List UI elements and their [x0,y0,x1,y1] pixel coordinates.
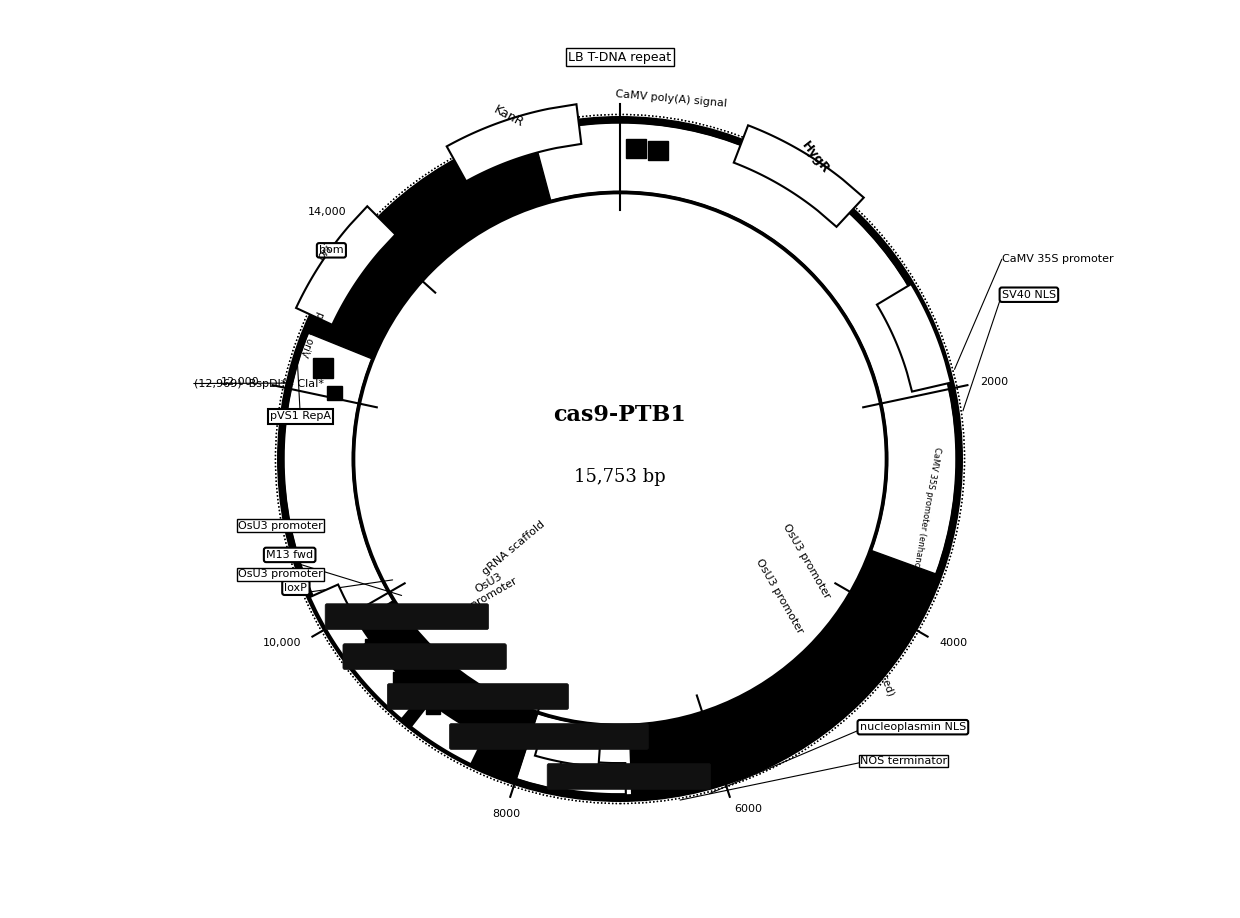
Text: OsU3 promoter: OsU3 promoter [238,569,322,579]
Polygon shape [410,702,485,765]
Text: LB T-DNA repeat: LB T-DNA repeat [568,50,672,63]
Text: (12,969)  BspDI* - ClaI*: (12,969) BspDI* - ClaI* [193,378,324,388]
Text: cas9-PTB1: cas9-PTB1 [553,404,687,426]
Text: Cas9: Cas9 [784,691,811,715]
Text: 12,000: 12,000 [221,377,259,387]
Text: HygR: HygR [800,139,832,176]
Text: OsU3 promoter: OsU3 promoter [238,521,322,531]
Polygon shape [446,105,582,182]
Text: OsU3 promoter: OsU3 promoter [781,522,832,600]
Text: KanR: KanR [491,104,526,130]
FancyBboxPatch shape [312,358,332,378]
FancyBboxPatch shape [365,639,379,653]
Text: 10,000: 10,000 [263,638,301,648]
FancyBboxPatch shape [626,139,646,159]
Text: pVS1 StaA: pVS1 StaA [446,182,492,213]
Polygon shape [556,757,626,794]
Text: nucleoplasmin NLS: nucleoplasmin NLS [859,722,966,733]
Text: 2000: 2000 [981,377,1008,387]
Text: NOS terminator: NOS terminator [859,756,947,766]
Circle shape [355,194,885,724]
Text: OsU3
promoter: OsU3 promoter [464,565,520,610]
Polygon shape [534,726,600,767]
Text: 6000: 6000 [734,804,761,814]
Text: gRNA scaffold: gRNA scaffold [480,519,547,577]
FancyBboxPatch shape [425,700,440,714]
Text: OsU3 promoter: OsU3 promoter [754,557,805,636]
Polygon shape [629,550,937,796]
FancyBboxPatch shape [325,604,489,630]
Text: CaMV 35S
promoter (enhanced): CaMV 35S promoter (enhanced) [848,585,906,697]
Text: SV40 NLS: SV40 NLS [1002,290,1056,299]
FancyBboxPatch shape [393,672,407,686]
Polygon shape [334,600,538,780]
Polygon shape [877,284,951,392]
Text: pVS1 RepA: pVS1 RepA [270,411,331,421]
Text: 4000: 4000 [939,638,967,648]
Polygon shape [296,207,396,325]
Polygon shape [352,649,422,719]
Text: 15,753 bp: 15,753 bp [574,468,666,486]
Text: bom: bom [319,245,343,255]
Text: M13 fwd: M13 fwd [267,550,314,560]
FancyBboxPatch shape [327,386,341,400]
Circle shape [284,122,956,796]
FancyBboxPatch shape [649,140,667,161]
FancyBboxPatch shape [547,764,711,789]
Text: CaMV 35S promoter: CaMV 35S promoter [1002,254,1114,264]
Text: 8000: 8000 [492,810,521,820]
FancyBboxPatch shape [463,723,476,738]
Polygon shape [308,133,551,359]
Text: CaMV 35S promoter (enhanced): CaMV 35S promoter (enhanced) [910,445,942,580]
FancyBboxPatch shape [343,644,506,669]
FancyBboxPatch shape [450,723,649,749]
Text: loxP: loxP [284,583,308,593]
FancyBboxPatch shape [387,684,568,710]
Polygon shape [310,585,371,658]
Text: pVS1 oriV: pVS1 oriV [298,310,325,358]
Text: 14,000: 14,000 [308,207,346,218]
Text: ori: ori [315,242,336,263]
Polygon shape [734,126,864,227]
Text: RB T-DNA repeat: RB T-DNA repeat [387,207,449,263]
Text: CaMV poly(A) signal: CaMV poly(A) signal [615,89,727,108]
